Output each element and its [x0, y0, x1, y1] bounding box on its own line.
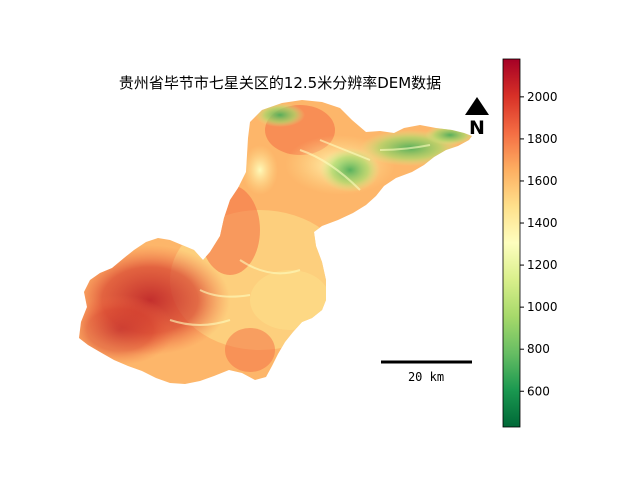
colorbar-tick-label: 1400	[527, 216, 558, 230]
colorbar-tick-label: 1800	[527, 132, 558, 146]
scale-bar: 20 km	[381, 360, 472, 384]
colorbar-tick-label: 2000	[527, 90, 558, 104]
colorbar-tick-label: 1000	[527, 300, 558, 314]
colorbar-tick-label: 1200	[527, 258, 558, 272]
colorbar-tick-label: 600	[527, 384, 550, 398]
colorbar-tick-label: 800	[527, 342, 550, 356]
scale-bar-label: 20 km	[408, 370, 444, 384]
colorbar-ticks: 600 800 1000 1200 1400 1600 1800 2000	[520, 90, 558, 398]
colorbar-tick-label: 1600	[527, 174, 558, 188]
north-arrow-icon: N	[465, 97, 489, 139]
map-title: 贵州省毕节市七星关区的12.5米分辨率DEM数据	[118, 74, 442, 92]
dem-region	[79, 100, 472, 384]
colorbar: 600 800 1000 1200 1400 1600 1800 2000	[502, 58, 558, 428]
north-letter: N	[469, 117, 485, 139]
colorbar-gradient	[502, 58, 521, 428]
